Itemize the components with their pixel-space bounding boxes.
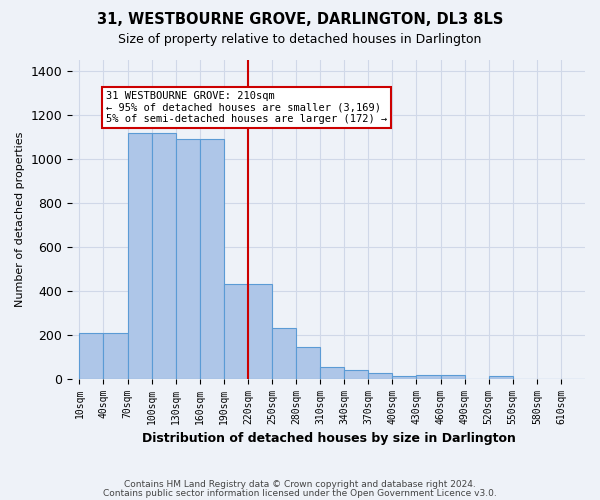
Bar [200,139,224,378]
Y-axis label: Number of detached properties: Number of detached properties [15,132,25,307]
Text: Contains public sector information licensed under the Open Government Licence v3: Contains public sector information licen… [103,489,497,498]
Bar [368,373,392,378]
Text: Contains HM Land Registry data © Crown copyright and database right 2024.: Contains HM Land Registry data © Crown c… [124,480,476,489]
Bar [416,376,440,378]
Bar [344,370,368,378]
Bar [128,132,152,378]
Bar [320,366,344,378]
X-axis label: Distribution of detached houses by size in Darlington: Distribution of detached houses by size … [142,432,515,445]
Bar [224,284,248,378]
Text: Size of property relative to detached houses in Darlington: Size of property relative to detached ho… [118,32,482,46]
Bar [440,376,464,378]
Text: 31, WESTBOURNE GROVE, DARLINGTON, DL3 8LS: 31, WESTBOURNE GROVE, DARLINGTON, DL3 8L… [97,12,503,28]
Bar [488,376,513,378]
Text: 31 WESTBOURNE GROVE: 210sqm
← 95% of detached houses are smaller (3,169)
5% of s: 31 WESTBOURNE GROVE: 210sqm ← 95% of det… [106,91,387,124]
Bar [392,376,416,378]
Bar [79,332,103,378]
Bar [103,332,128,378]
Bar [296,347,320,378]
Bar [272,328,296,378]
Bar [152,132,176,378]
Bar [248,284,272,378]
Bar [176,139,200,378]
